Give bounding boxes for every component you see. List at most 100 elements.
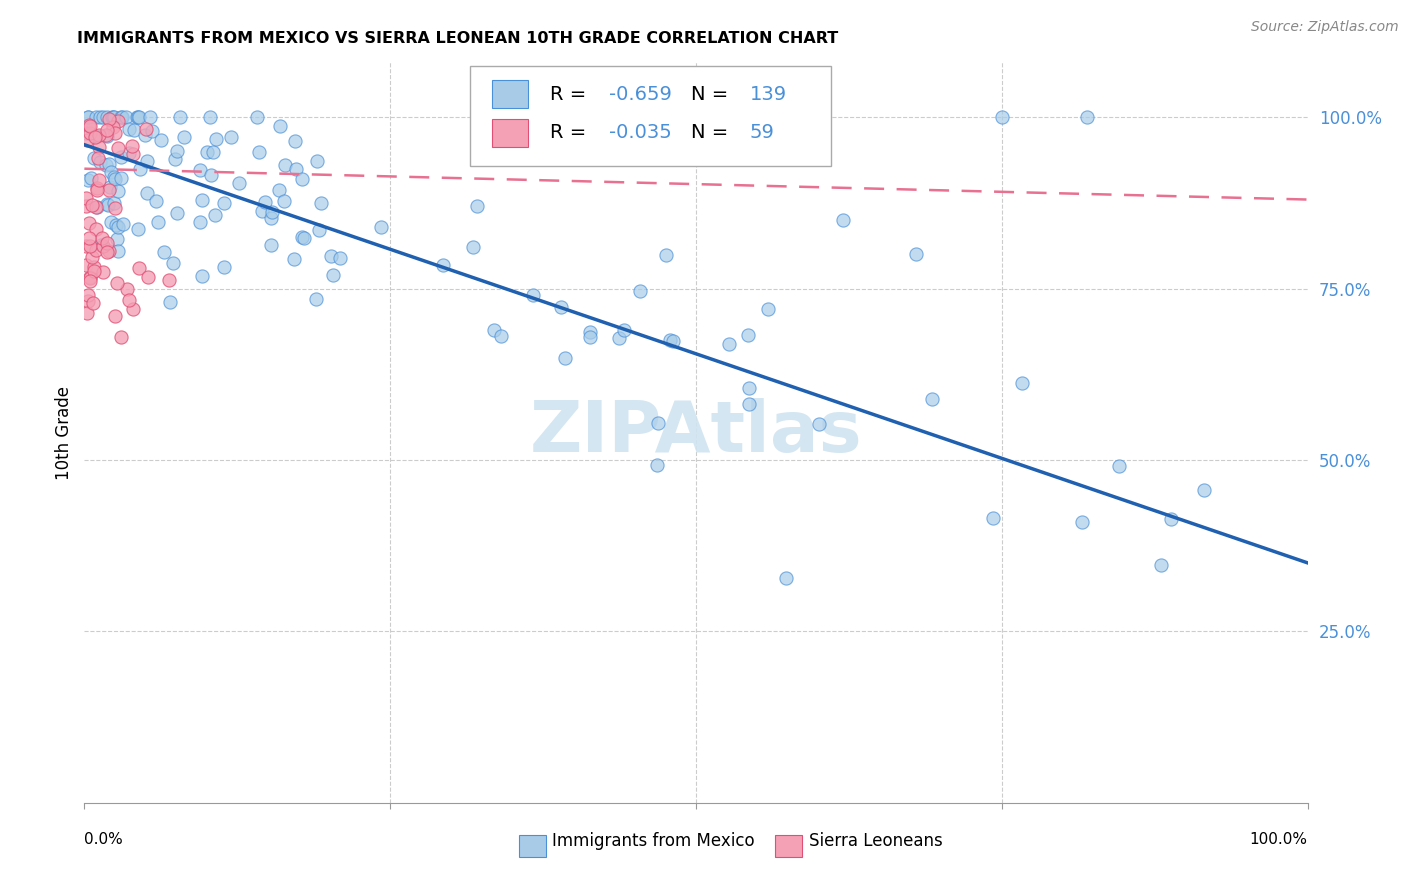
- Point: [905, 247, 928, 261]
- Point: [128, 261, 150, 276]
- Point: [190, 193, 212, 207]
- Point: [291, 171, 314, 186]
- Point: [80, 197, 103, 211]
- Point: [808, 417, 831, 431]
- Point: [122, 302, 145, 317]
- Point: [658, 333, 681, 347]
- Point: [75, 199, 97, 213]
- Point: [662, 334, 685, 349]
- Point: [738, 397, 761, 411]
- Point: [550, 300, 572, 314]
- Point: [188, 163, 211, 178]
- Point: [104, 172, 127, 186]
- Point: [253, 194, 276, 209]
- Point: [94, 158, 117, 172]
- Point: [1150, 558, 1173, 573]
- Point: [96, 110, 118, 124]
- Point: [921, 392, 943, 407]
- Point: [139, 110, 162, 124]
- Point: [212, 195, 235, 210]
- Point: [79, 126, 101, 140]
- Point: [98, 244, 121, 258]
- Point: [157, 273, 180, 287]
- Point: [134, 128, 156, 142]
- Point: [159, 295, 181, 310]
- Point: [304, 292, 326, 306]
- Point: [84, 244, 107, 258]
- Point: [197, 145, 219, 159]
- Point: [103, 110, 125, 124]
- Point: [112, 218, 135, 232]
- Point: [145, 194, 167, 209]
- Point: [628, 284, 651, 298]
- Point: [169, 110, 191, 124]
- Bar: [492, 80, 529, 108]
- Point: [166, 144, 188, 158]
- Point: [107, 184, 129, 198]
- Bar: [519, 835, 546, 857]
- Point: [100, 180, 122, 194]
- Point: [717, 336, 740, 351]
- Point: [103, 195, 125, 210]
- Text: Source: ZipAtlas.com: Source: ZipAtlas.com: [1251, 20, 1399, 34]
- Point: [775, 571, 797, 585]
- Point: [162, 256, 184, 270]
- Point: [90, 238, 112, 252]
- Point: [831, 213, 853, 227]
- Point: [86, 151, 108, 165]
- Point: [100, 215, 122, 229]
- Point: [96, 128, 118, 143]
- Point: [1011, 376, 1033, 391]
- Point: [250, 204, 273, 219]
- Point: [84, 129, 107, 144]
- Point: [118, 122, 141, 136]
- Point: [83, 260, 105, 275]
- Point: [607, 331, 630, 345]
- Point: [79, 274, 101, 288]
- Point: [84, 200, 107, 214]
- Point: [138, 269, 160, 284]
- Point: [79, 216, 101, 230]
- Point: [86, 183, 108, 197]
- Point: [128, 110, 150, 124]
- Point: [214, 260, 236, 274]
- Point: [105, 218, 128, 232]
- Text: R =: R =: [550, 85, 593, 103]
- Point: [86, 181, 108, 195]
- Point: [103, 169, 125, 184]
- Point: [96, 128, 118, 142]
- Point: [1071, 515, 1094, 529]
- Point: [579, 325, 602, 339]
- Point: [96, 245, 118, 260]
- Point: [77, 110, 100, 124]
- Bar: [470, 66, 831, 166]
- Point: [110, 170, 132, 185]
- Point: [274, 158, 297, 172]
- Point: [991, 110, 1014, 124]
- Point: [82, 250, 104, 264]
- Point: [105, 232, 128, 246]
- Bar: [492, 119, 529, 147]
- Point: [432, 258, 454, 272]
- Point: [329, 251, 352, 265]
- Point: [148, 215, 170, 229]
- Point: [737, 381, 759, 395]
- Point: [981, 511, 1004, 525]
- Point: [76, 110, 98, 124]
- Point: [80, 171, 103, 186]
- Point: [173, 130, 195, 145]
- Point: [87, 128, 110, 142]
- Point: [76, 306, 98, 320]
- Point: [104, 309, 127, 323]
- Point: [579, 330, 602, 344]
- Point: [79, 271, 101, 285]
- Point: [105, 277, 128, 291]
- Point: [96, 123, 118, 137]
- Text: Immigrants from Mexico: Immigrants from Mexico: [551, 832, 754, 850]
- Point: [647, 458, 669, 472]
- Point: [101, 110, 124, 124]
- Point: [204, 132, 226, 146]
- Point: [84, 110, 107, 124]
- Text: 0.0%: 0.0%: [84, 832, 124, 847]
- Point: [79, 231, 101, 245]
